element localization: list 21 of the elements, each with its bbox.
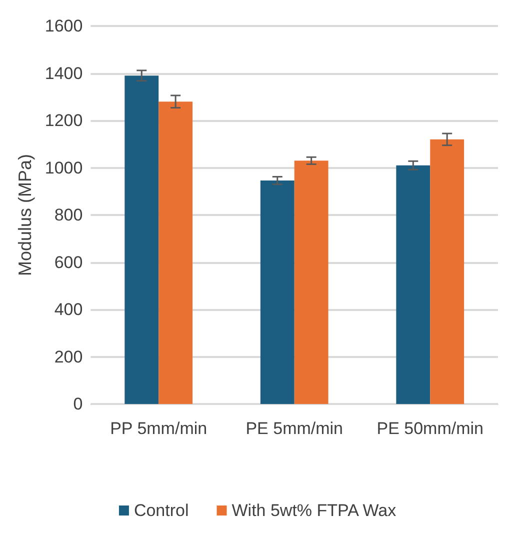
bar	[260, 180, 294, 404]
bar	[294, 160, 328, 404]
y-tick-label: 800	[54, 206, 83, 224]
bar	[430, 139, 464, 404]
bar	[158, 102, 193, 404]
y-tick-label: 1600	[44, 16, 83, 36]
y-tick-label: 400	[54, 300, 83, 319]
legend-label: Control	[134, 501, 189, 520]
y-tick-label: 1400	[44, 64, 83, 83]
y-axis-title: Modulus (MPa)	[15, 154, 35, 276]
x-tick-label: PE 50mm/min	[376, 419, 484, 438]
y-tick-label: 600	[54, 252, 83, 272]
bar	[124, 76, 159, 404]
y-tick-label: 0	[73, 394, 83, 414]
x-tick-label: PE 5mm/min	[246, 419, 344, 438]
y-tick-label: 1000	[44, 158, 83, 178]
y-tick-label: 1200	[44, 111, 83, 130]
bar	[396, 165, 430, 404]
legend-label: With 5wt% FTPA Wax	[232, 501, 397, 520]
x-tick-label: PP 5mm/min	[110, 419, 208, 438]
y-tick-label: 200	[54, 347, 83, 366]
